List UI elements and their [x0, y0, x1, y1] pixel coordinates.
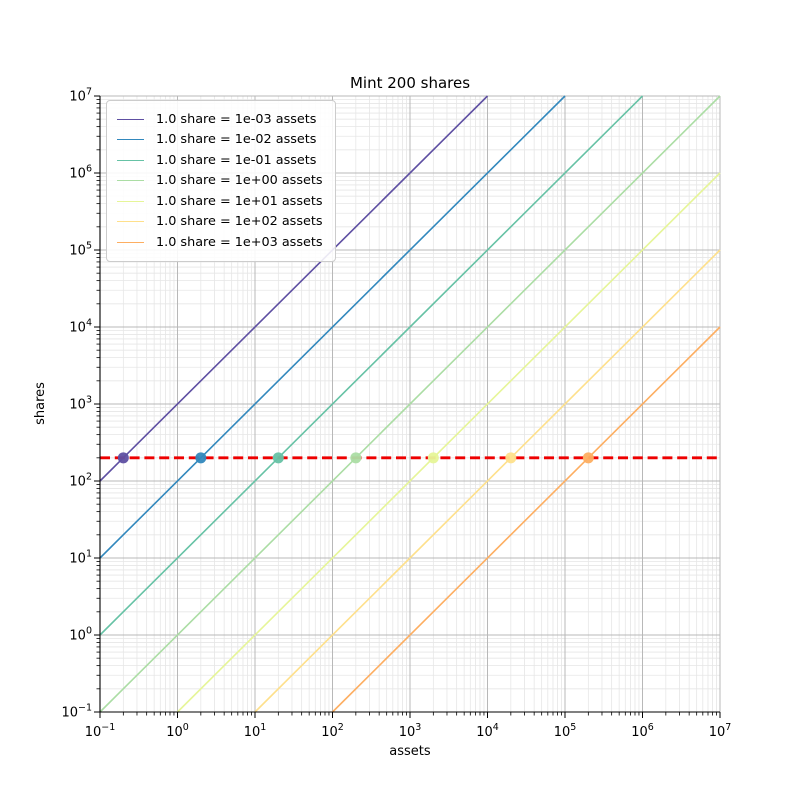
x-tick-label: 104: [476, 722, 499, 740]
legend-entry-6: 1.0 share = 1e+03 assets: [117, 232, 323, 253]
legend-line-swatch: [117, 118, 144, 120]
legend-label: 1.0 share = 1e-01 assets: [156, 152, 317, 168]
x-axis-label: assets: [389, 744, 431, 759]
intersection-marker-5: [505, 452, 517, 464]
x-tick-label: 105: [554, 722, 577, 740]
intersection-marker-4: [427, 452, 439, 464]
legend-line-swatch: [117, 221, 144, 223]
x-tick-label: 102: [321, 722, 344, 740]
intersection-marker-6: [582, 452, 594, 464]
intersection-marker-1: [195, 452, 207, 464]
legend-label: 1.0 share = 1e+03 assets: [156, 234, 323, 250]
y-tick-label: 106: [69, 164, 92, 182]
y-tick-label: 105: [69, 241, 92, 259]
series-line-4: [176, 172, 721, 713]
y-tick-label: 103: [69, 395, 92, 413]
y-tick-label: 10−1: [61, 703, 92, 721]
series-line-2: [99, 95, 644, 636]
intersection-marker-2: [272, 452, 284, 464]
legend-entry-0: 1.0 share = 1e-03 assets: [117, 109, 323, 130]
intersection-marker-0: [117, 452, 129, 464]
legend-entry-4: 1.0 share = 1e+01 assets: [117, 191, 323, 212]
y-tick-label: 107: [69, 87, 92, 105]
legend-line-swatch: [117, 180, 144, 182]
legend-entry-5: 1.0 share = 1e+02 assets: [117, 212, 323, 233]
series-line-0: [99, 95, 489, 482]
y-tick-label: 101: [69, 549, 92, 567]
y-tick-label: 100: [69, 626, 92, 644]
x-tick-label: 107: [709, 722, 732, 740]
x-tick-label: 101: [244, 722, 267, 740]
chart-title: Mint 200 shares: [349, 74, 471, 92]
intersection-marker-3: [350, 452, 362, 464]
series-line-6: [331, 326, 721, 713]
legend-line-swatch: [117, 139, 144, 141]
legend-line-swatch: [117, 200, 144, 202]
x-tick-label: 10−1: [85, 722, 116, 740]
legend-label: 1.0 share = 1e-03 assets: [156, 111, 317, 127]
y-axis-label: shares: [32, 382, 48, 425]
legend-line-swatch: [117, 159, 144, 161]
legend-label: 1.0 share = 1e+02 assets: [156, 214, 323, 230]
y-tick-label: 104: [69, 318, 92, 336]
legend-entry-2: 1.0 share = 1e-01 assets: [117, 150, 323, 171]
x-tick-label: 100: [166, 722, 189, 740]
series-line-5: [254, 249, 721, 713]
legend-label: 1.0 share = 1e-02 assets: [156, 132, 317, 148]
x-tick-label: 103: [399, 722, 422, 740]
series-line-3: [99, 95, 721, 713]
legend: 1.0 share = 1e-03 assets 1.0 share = 1e-0…: [106, 100, 336, 262]
legend-entry-1: 1.0 share = 1e-02 assets: [117, 130, 323, 151]
x-tick-label: 106: [631, 722, 654, 740]
legend-label: 1.0 share = 1e+00 assets: [156, 173, 323, 189]
y-tick-label: 102: [69, 472, 92, 490]
series-line-1: [99, 95, 566, 559]
legend-label: 1.0 share = 1e+01 assets: [156, 193, 323, 209]
legend-line-swatch: [117, 241, 144, 243]
legend-entry-3: 1.0 share = 1e+00 assets: [117, 171, 323, 192]
